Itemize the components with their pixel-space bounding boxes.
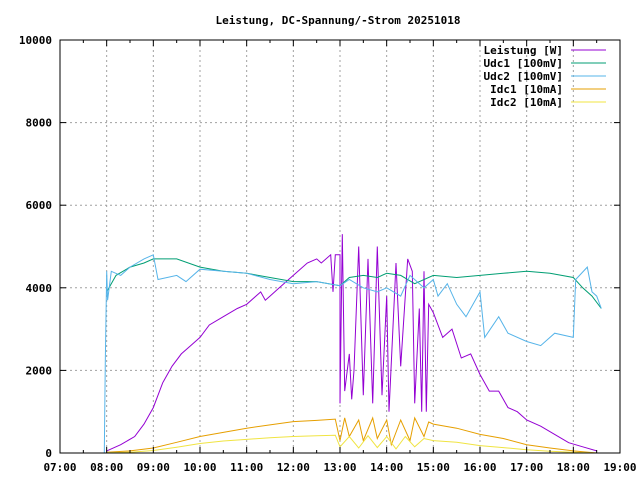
y-tick-label: 10000 bbox=[19, 34, 52, 47]
y-tick-label: 2000 bbox=[26, 364, 53, 377]
series-line-2 bbox=[103, 254, 602, 454]
x-tick-label: 17:00 bbox=[510, 461, 543, 474]
legend-label: Idc1 [10mA] bbox=[490, 83, 563, 96]
chart-title: Leistung, DC-Spannung/-Strom 20251018 bbox=[215, 14, 460, 27]
x-tick-label: 15:00 bbox=[417, 461, 450, 474]
x-tick-label: 14:00 bbox=[370, 461, 403, 474]
y-tick-label: 4000 bbox=[26, 282, 53, 295]
x-tick-label: 16:00 bbox=[463, 461, 496, 474]
legend-label: Udc1 [100mV] bbox=[484, 57, 563, 70]
y-tick-label: 8000 bbox=[26, 117, 53, 130]
legend-label: Idc2 [10mA] bbox=[490, 96, 563, 109]
x-tick-label: 08:00 bbox=[90, 461, 123, 474]
x-tick-label: 19:00 bbox=[603, 461, 636, 474]
series-line-1 bbox=[106, 258, 602, 309]
y-tick-label: 6000 bbox=[26, 199, 53, 212]
y-tick-label: 0 bbox=[45, 447, 52, 460]
series-line-4 bbox=[106, 434, 597, 454]
axes: 07:00 08:00 09:00 10:00 11:00 12:00 13:00 14:00… bbox=[19, 34, 637, 474]
legend-label: Udc2 [100mV] bbox=[484, 70, 563, 83]
x-tick-label: 13:00 bbox=[323, 461, 356, 474]
x-tick-label: 12:00 bbox=[277, 461, 310, 474]
legend-label: Leistung [W] bbox=[484, 44, 563, 57]
x-tick-label: 09:00 bbox=[137, 461, 170, 474]
series-line-3 bbox=[106, 416, 597, 454]
legend: Leistung [W]Udc1 [100mV]Udc2 [100mV]Idc1… bbox=[484, 44, 606, 109]
series-lines bbox=[103, 234, 602, 454]
x-tick-label: 11:00 bbox=[230, 461, 263, 474]
x-tick-label: 07:00 bbox=[43, 461, 76, 474]
x-tick-label: 18:00 bbox=[557, 461, 590, 474]
x-tick-label: 10:00 bbox=[183, 461, 216, 474]
series-line-0 bbox=[106, 234, 597, 452]
